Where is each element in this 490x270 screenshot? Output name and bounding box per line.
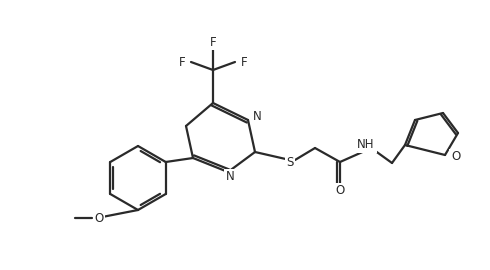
Text: N: N [253, 110, 262, 123]
Text: N: N [225, 170, 234, 184]
Text: O: O [451, 150, 460, 164]
Text: F: F [178, 56, 185, 69]
Text: F: F [210, 35, 216, 49]
Text: O: O [95, 212, 103, 225]
Text: F: F [241, 56, 247, 69]
Text: O: O [335, 184, 344, 197]
Text: S: S [286, 156, 294, 168]
Text: NH: NH [357, 139, 375, 151]
